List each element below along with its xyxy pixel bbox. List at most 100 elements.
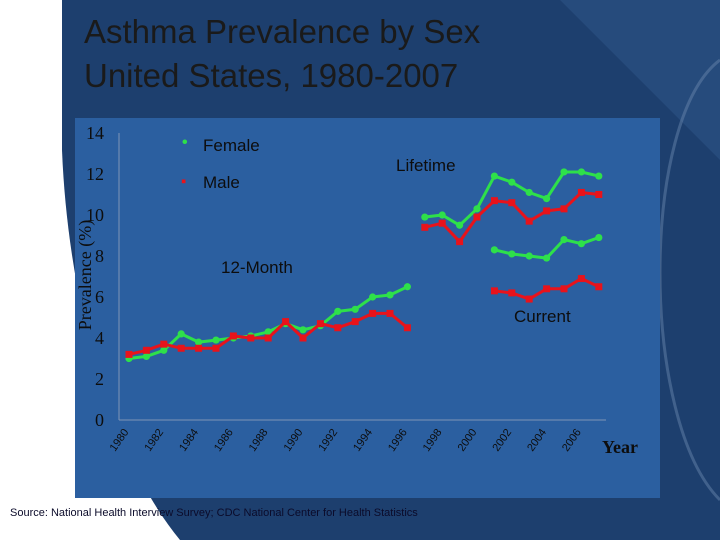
chart-annotations: Lifetime 12-Month Current bbox=[221, 156, 571, 326]
data-point-female-lifetime bbox=[508, 178, 516, 186]
data-point-female-lifetime bbox=[595, 172, 603, 180]
title-line-2: United States, 1980-2007 bbox=[84, 57, 459, 94]
legend-male-label: Male bbox=[203, 173, 240, 192]
data-point-female-12-month bbox=[264, 328, 272, 336]
x-tick-label: 1984 bbox=[177, 427, 201, 454]
data-point-male-12-month bbox=[229, 332, 237, 340]
x-axis-title: Year bbox=[602, 437, 638, 457]
series-male-lifetime bbox=[421, 188, 603, 246]
data-point-female-current bbox=[508, 250, 516, 258]
annotation-lifetime: Lifetime bbox=[396, 156, 456, 175]
data-point-male-12-month bbox=[299, 334, 307, 342]
data-point-female-12-month bbox=[177, 330, 185, 338]
y-tick-label: 14 bbox=[86, 123, 104, 143]
x-tick-label: 1994 bbox=[351, 427, 375, 454]
legend-female-label: Female bbox=[203, 136, 260, 155]
series-layer bbox=[125, 168, 603, 363]
data-point-female-current bbox=[525, 252, 533, 260]
x-tick-label: 1992 bbox=[316, 427, 340, 454]
data-point-female-current bbox=[543, 254, 551, 262]
y-axis-title: Prevalence (%) bbox=[75, 220, 96, 330]
data-point-female-12-month bbox=[160, 346, 168, 354]
data-point-male-current bbox=[595, 283, 603, 291]
data-point-female-lifetime bbox=[560, 168, 568, 176]
data-point-male-lifetime bbox=[421, 223, 429, 231]
x-tick-label: 2002 bbox=[490, 427, 514, 454]
data-point-male-12-month bbox=[264, 334, 272, 342]
data-point-female-12-month bbox=[403, 283, 411, 291]
data-point-male-12-month bbox=[177, 344, 185, 352]
plot-panel bbox=[75, 118, 660, 498]
y-tick-label: 12 bbox=[86, 164, 104, 184]
data-point-female-12-month bbox=[334, 307, 342, 315]
data-point-male-current bbox=[560, 285, 568, 293]
data-point-male-12-month bbox=[160, 340, 168, 348]
legend-female-marker: • bbox=[182, 134, 188, 151]
chart-legend: • Female ▪ Male bbox=[181, 134, 260, 192]
chart-axes bbox=[118, 133, 606, 421]
data-point-male-12-month bbox=[195, 344, 203, 352]
data-point-male-lifetime bbox=[456, 238, 464, 246]
data-point-male-current bbox=[577, 275, 585, 283]
data-point-male-lifetime bbox=[490, 197, 498, 205]
y-tick-label: 10 bbox=[86, 205, 104, 225]
data-point-male-lifetime bbox=[595, 191, 603, 198]
source-note: Source: National Health Interview Survey… bbox=[10, 507, 418, 519]
data-point-male-lifetime bbox=[560, 205, 568, 213]
data-point-male-12-month bbox=[212, 344, 220, 352]
legend-male-marker: ▪ bbox=[181, 173, 186, 190]
data-point-male-current bbox=[508, 289, 516, 297]
data-point-female-current bbox=[490, 246, 498, 254]
x-tick-label: 1980 bbox=[108, 427, 132, 454]
data-point-female-lifetime bbox=[473, 205, 481, 213]
y-tick-labels: 0 2 4 6 8 10 12 14 bbox=[86, 123, 104, 430]
data-point-female-12-month bbox=[369, 293, 377, 301]
data-point-female-lifetime bbox=[490, 172, 498, 180]
x-tick-label: 2000 bbox=[456, 427, 480, 454]
x-tick-label: 1990 bbox=[282, 427, 306, 454]
corner-ribbon-shape bbox=[560, 0, 720, 160]
annotation-current: Current bbox=[514, 307, 571, 326]
data-point-female-12-month bbox=[212, 336, 220, 344]
data-point-male-12-month bbox=[282, 318, 290, 326]
data-point-male-12-month bbox=[369, 309, 377, 317]
data-point-female-lifetime bbox=[421, 213, 429, 221]
data-point-male-current bbox=[543, 285, 551, 293]
data-point-male-lifetime bbox=[543, 207, 551, 215]
series-female-12-month bbox=[125, 283, 411, 363]
x-tick-label: 1986 bbox=[212, 427, 236, 454]
x-tick-label: 1988 bbox=[247, 427, 271, 454]
data-point-female-current bbox=[577, 240, 586, 248]
data-point-female-current bbox=[595, 233, 603, 242]
data-point-male-12-month bbox=[351, 318, 359, 326]
x-tick-label: 1982 bbox=[142, 427, 166, 454]
decorative-arc bbox=[658, 58, 720, 502]
data-point-male-current bbox=[490, 287, 498, 295]
series-male-current bbox=[490, 275, 603, 303]
data-point-male-12-month bbox=[125, 350, 133, 358]
y-tick-label: 0 bbox=[95, 410, 104, 430]
data-point-male-12-month bbox=[386, 309, 394, 317]
x-tick-label: 2006 bbox=[560, 427, 584, 454]
data-point-female-lifetime bbox=[577, 168, 586, 176]
series-female-current bbox=[490, 233, 603, 262]
data-point-female-current bbox=[560, 236, 568, 244]
x-tick-label: 1998 bbox=[421, 427, 445, 454]
data-point-male-12-month bbox=[142, 346, 150, 354]
data-point-male-lifetime bbox=[438, 219, 446, 227]
title-line-1: Asthma Prevalence by Sex bbox=[84, 13, 481, 50]
data-point-female-lifetime bbox=[438, 211, 446, 219]
data-point-male-lifetime bbox=[508, 199, 516, 207]
series-male-12-month bbox=[125, 309, 411, 358]
y-tick-label: 6 bbox=[95, 287, 104, 307]
data-point-male-lifetime bbox=[577, 188, 585, 196]
y-tick-label: 4 bbox=[95, 328, 104, 348]
data-point-female-12-month bbox=[142, 352, 150, 361]
slide-title: Asthma Prevalence by Sex United States, … bbox=[84, 10, 644, 98]
x-tick-label: 2004 bbox=[525, 427, 549, 454]
y-tick-label: 8 bbox=[95, 246, 104, 266]
data-point-female-lifetime bbox=[525, 188, 533, 197]
x-tick-label: 1996 bbox=[386, 427, 410, 454]
